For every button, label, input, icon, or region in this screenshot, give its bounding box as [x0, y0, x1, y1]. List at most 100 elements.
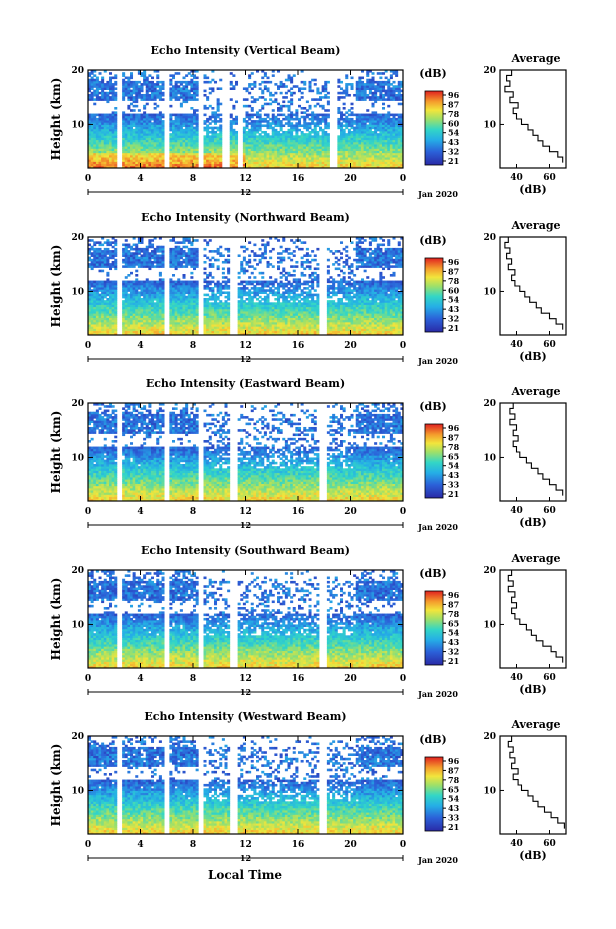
heatmap-cell — [182, 120, 186, 123]
heatmap-cell — [158, 254, 162, 257]
heatmap-cell — [174, 83, 178, 86]
heatmap-cell — [387, 104, 391, 108]
heatmap-cell — [106, 150, 110, 154]
heatmap-cell — [258, 96, 262, 99]
heatmap-cell — [106, 128, 110, 132]
heatmap-cell — [177, 144, 181, 147]
heatmap-cell — [182, 96, 186, 99]
heatmap-cell — [174, 120, 178, 123]
heatmap-cell — [111, 130, 115, 134]
heatmap-cell — [321, 104, 325, 108]
heatmap-cell — [214, 154, 218, 158]
heatmap-cell — [151, 157, 155, 160]
heatmap-cell — [124, 139, 128, 143]
heatmap-cell — [90, 87, 94, 90]
heatmap-cell — [187, 113, 191, 117]
heatmap-cell — [143, 163, 147, 167]
heatmap-cell — [90, 163, 94, 167]
heatmap-cell — [148, 135, 152, 138]
heatmap-cell — [103, 128, 107, 132]
heatmap-cell — [90, 258, 94, 262]
heatmap-cell — [143, 133, 147, 136]
heatmap-cell — [216, 159, 220, 162]
heatmap-cell — [190, 148, 194, 151]
heatmap-cell — [135, 150, 139, 154]
heatmap-cell — [345, 115, 349, 119]
heatmap-cell — [122, 89, 126, 93]
heatmap-cell — [172, 130, 176, 134]
heatmap-cell — [172, 247, 176, 251]
heatmap-cell — [111, 133, 115, 136]
heatmap-cell — [137, 137, 141, 141]
heatmap-cell — [221, 276, 225, 279]
heatmap-cell — [190, 276, 194, 279]
heatmap-cell — [127, 133, 131, 136]
heatmap-cell — [114, 247, 118, 251]
heatmap-cell — [182, 148, 186, 151]
heatmap-cell — [269, 135, 273, 138]
heatmap-cell — [177, 148, 181, 151]
heatmap-cell — [295, 85, 299, 88]
heatmap-cell — [95, 133, 99, 136]
profile-line — [504, 69, 564, 163]
heatmap-cell — [135, 152, 139, 156]
heatmap-cell — [122, 135, 126, 138]
heatmap-cell — [90, 85, 94, 88]
heatmap-cell — [156, 141, 160, 145]
heatmap-cell — [161, 165, 165, 169]
heatmap-cell — [235, 163, 239, 167]
heatmap-cell — [185, 91, 189, 95]
heatmap-cell — [211, 157, 215, 160]
heatmap-cell — [106, 124, 110, 128]
heatmap-cell — [135, 120, 139, 123]
heatmap-cell — [103, 117, 107, 121]
heatmap-cell — [185, 120, 189, 123]
heatmap-cell — [203, 148, 207, 151]
heatmap-cell — [127, 76, 131, 80]
heatmap-cell — [193, 96, 197, 99]
heatmap-cell — [211, 165, 215, 169]
heatmap-cell — [143, 80, 147, 84]
heatmap-cell — [368, 78, 372, 82]
heatmap-cell — [214, 111, 218, 114]
heatmap-cell — [179, 144, 183, 147]
heatmap-cell — [127, 280, 131, 284]
heatmap-cell — [232, 159, 236, 162]
profile-y-tick-label: 10 — [483, 120, 496, 130]
heatmap-cell — [148, 239, 152, 242]
heatmap-cell — [248, 115, 252, 119]
heatmap-cell — [135, 157, 139, 160]
heatmap-cell — [88, 148, 92, 151]
heatmap-cell — [185, 280, 189, 284]
heatmap-cell — [371, 111, 375, 114]
heatmap-cell — [114, 163, 118, 167]
heatmap-cell — [172, 128, 176, 132]
heatmap-cell — [203, 146, 207, 149]
heatmap-cell — [156, 113, 160, 117]
heatmap-cell — [187, 150, 191, 154]
heatmap-cell — [208, 287, 212, 290]
heatmap-cell — [169, 117, 173, 121]
heatmap-cell — [195, 117, 199, 121]
heatmap-cell — [229, 83, 233, 86]
heatmap-cell — [101, 113, 105, 117]
heatmap-cell — [190, 93, 194, 97]
heatmap-cell — [95, 152, 99, 156]
heatmap-cell — [122, 117, 126, 121]
heatmap-cell — [190, 141, 194, 145]
heatmap-cell — [298, 135, 302, 138]
heatmap-cell — [211, 126, 215, 130]
heatmap-cell — [124, 239, 128, 242]
heatmap-cell — [153, 159, 157, 162]
heatmap-cell — [187, 159, 191, 162]
heatmap-cell — [103, 85, 107, 88]
heatmap-cell — [90, 70, 94, 73]
heatmap-cell — [206, 280, 210, 284]
heatmap-cell — [174, 87, 178, 90]
heatmap-cell — [248, 152, 252, 156]
heatmap-cell — [135, 89, 139, 93]
heatmap-cell — [124, 135, 128, 138]
heatmap-cell — [137, 256, 141, 260]
heatmap-cell — [127, 83, 131, 86]
heatmap-cell — [143, 74, 147, 77]
